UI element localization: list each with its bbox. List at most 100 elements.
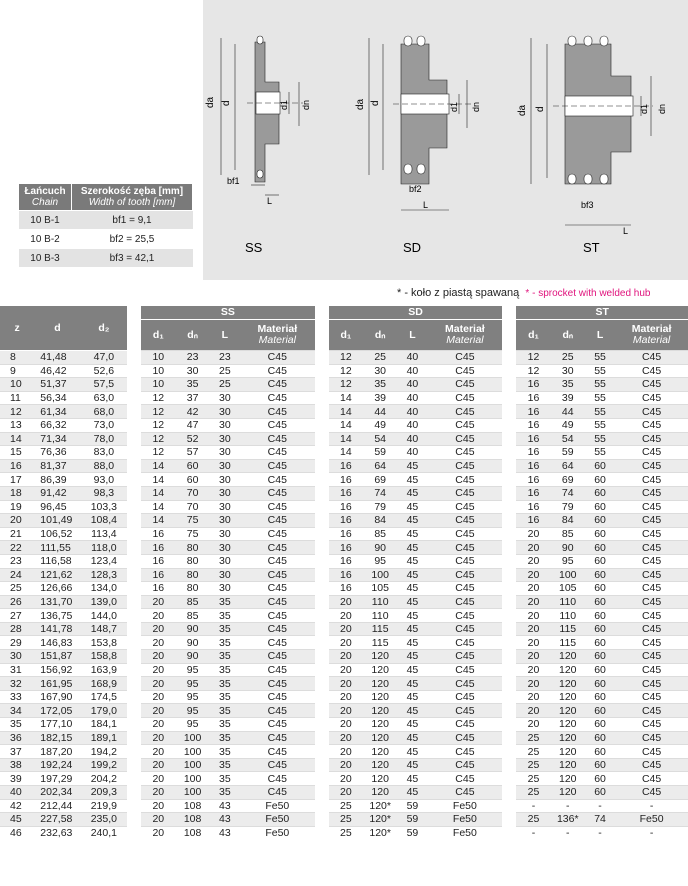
d-cell: 227,58 [34,812,81,827]
st-dn-cell: 100 [550,567,585,582]
table-row: 29 146,83 153,8 20 90 35 C45 20 115 45 C45 20 115 60 C… [0,635,688,650]
sd-material-cell: C45 [427,771,503,786]
ss-dn-cell: 80 [175,567,210,582]
sd-d1-cell: 20 [328,635,364,650]
ss-material-cell: C45 [239,703,315,718]
ss-material-cell: Fe50 [239,798,315,813]
st-material-cell: C45 [615,730,688,745]
ss-l-cell: 30 [209,567,240,582]
sd-l-cell: 45 [397,499,428,514]
gap [502,418,517,433]
gap [314,568,329,582]
sd-material-cell: C45 [427,526,503,541]
z-cell: 37 [0,744,35,759]
st-d1-cell: 20 [516,540,551,555]
st-material-cell: C45 [615,431,688,446]
d2-cell: 83,0 [80,445,128,460]
st-l-cell: 60 [584,458,616,473]
st-material-cell: C45 [615,404,688,419]
d-cell: 136,75 [34,608,81,623]
ss-dn-cell: 60 [175,458,210,473]
st-dn-cell: 64 [550,458,585,473]
table-row: 37 187,20 194,2 20 100 35 C45 20 120 45 C45 25 120 60… [0,744,688,759]
sd-l-cell: 45 [397,676,428,691]
sd-material-cell: C45 [427,717,503,732]
st-dn-cell: 120 [550,662,585,677]
gap [502,608,517,623]
st-material-cell: C45 [615,472,688,487]
gap [127,445,142,460]
ss-d1-cell: 20 [141,635,176,650]
st-d1-cell: 20 [516,581,551,596]
sd-material-cell: C45 [427,363,503,378]
sd-dn-cell: 30 [363,363,398,378]
table-row: 16 81,37 88,0 14 60 30 C45 16 64 45 C45 16 64 60 C45 [0,458,688,473]
table-row: 13 66,32 73,0 12 47 30 C45 14 49 40 C45 16 49 55 C45 [0,417,688,433]
d2-cell: 63,0 [80,390,128,405]
st-material-cell: C45 [615,417,688,433]
sd-l-cell: 45 [397,472,428,487]
ss-material-cell: C45 [239,757,315,772]
ss-dn-cell: 100 [175,785,210,800]
st-l-cell: 60 [584,581,616,596]
table-row: 23 116,58 123,4 16 80 30 C45 16 95 45 C45 20 95 60 C45 [0,553,688,568]
ss-material-cell: C45 [239,730,315,745]
sd-l-cell: 45 [397,717,428,732]
d-cell: 172,05 [34,703,81,718]
ss-d1-cell: 10 [141,377,176,392]
ss-material-cell: C45 [239,771,315,786]
gap [127,581,142,596]
sd-d1-cell: 16 [328,526,364,541]
sd-variant-label: SD [403,240,421,255]
sd-d1-cell: 20 [328,649,364,664]
st-l-cell: 55 [584,377,616,392]
d2-cell: 128,3 [80,567,128,582]
ss-l-cell: 30 [209,553,240,568]
table-row: 27 136,75 144,0 20 85 35 C45 20 110 45 C45 20 110 60 C… [0,608,688,623]
d2-cell: 93,0 [80,472,128,487]
gap [502,663,517,677]
st-l-header: L [584,319,616,351]
d-cell: 161,95 [34,676,81,691]
d-cell: 151,87 [34,649,81,664]
st-dn-cell: - [550,798,585,813]
d2-cell: 98,3 [80,485,128,501]
table-body: 8 41,48 47,0 10 23 23 C45 12 25 40 C45 12 25 55 C45 9 46… [0,350,688,840]
d-cell: 86,39 [34,472,81,487]
ss-material-cell: C45 [239,377,315,392]
gap [502,432,517,446]
ss-d1-cell: 12 [141,431,176,446]
sd-d1-cell: 14 [328,431,364,446]
d2-cell: 57,5 [80,377,128,392]
st-d1-cell: 16 [516,445,551,460]
sd-l-cell: 45 [397,621,428,636]
st-dn-cell: 69 [550,472,585,487]
st-d1-label: d1 [639,104,649,114]
gap [502,690,517,704]
sd-d1-cell: 16 [328,540,364,555]
d2-cell: 78,0 [80,431,128,446]
ss-material-cell: C45 [239,635,315,650]
table-row: 26 131,70 139,0 20 85 35 C45 20 110 45 C45 20 110 60 C… [0,594,688,609]
gap [127,554,142,568]
st-l-cell: 55 [584,350,616,365]
d2-cell: 47,0 [80,350,128,365]
ss-d1-cell: 20 [141,717,176,732]
st-material-cell: C45 [615,363,688,378]
d-cell: 131,70 [34,594,81,609]
st-dn-cell: 30 [550,363,585,378]
gap [314,350,329,365]
sd-dn-label: dn [471,102,481,112]
sd-d1-cell: 20 [328,744,364,759]
ss-material-cell: C45 [239,513,315,528]
sd-material-cell: C45 [427,662,503,677]
sd-d1-cell: 16 [328,553,364,568]
gap [127,568,142,582]
z-cell: 14 [0,431,35,446]
sd-d1-cell: 14 [328,417,364,433]
z-cell: 42 [0,798,35,813]
gap [127,799,142,813]
sd-material-cell: C45 [427,390,503,405]
ss-dn-cell: 75 [175,526,210,541]
sd-l-cell: 45 [397,785,428,800]
